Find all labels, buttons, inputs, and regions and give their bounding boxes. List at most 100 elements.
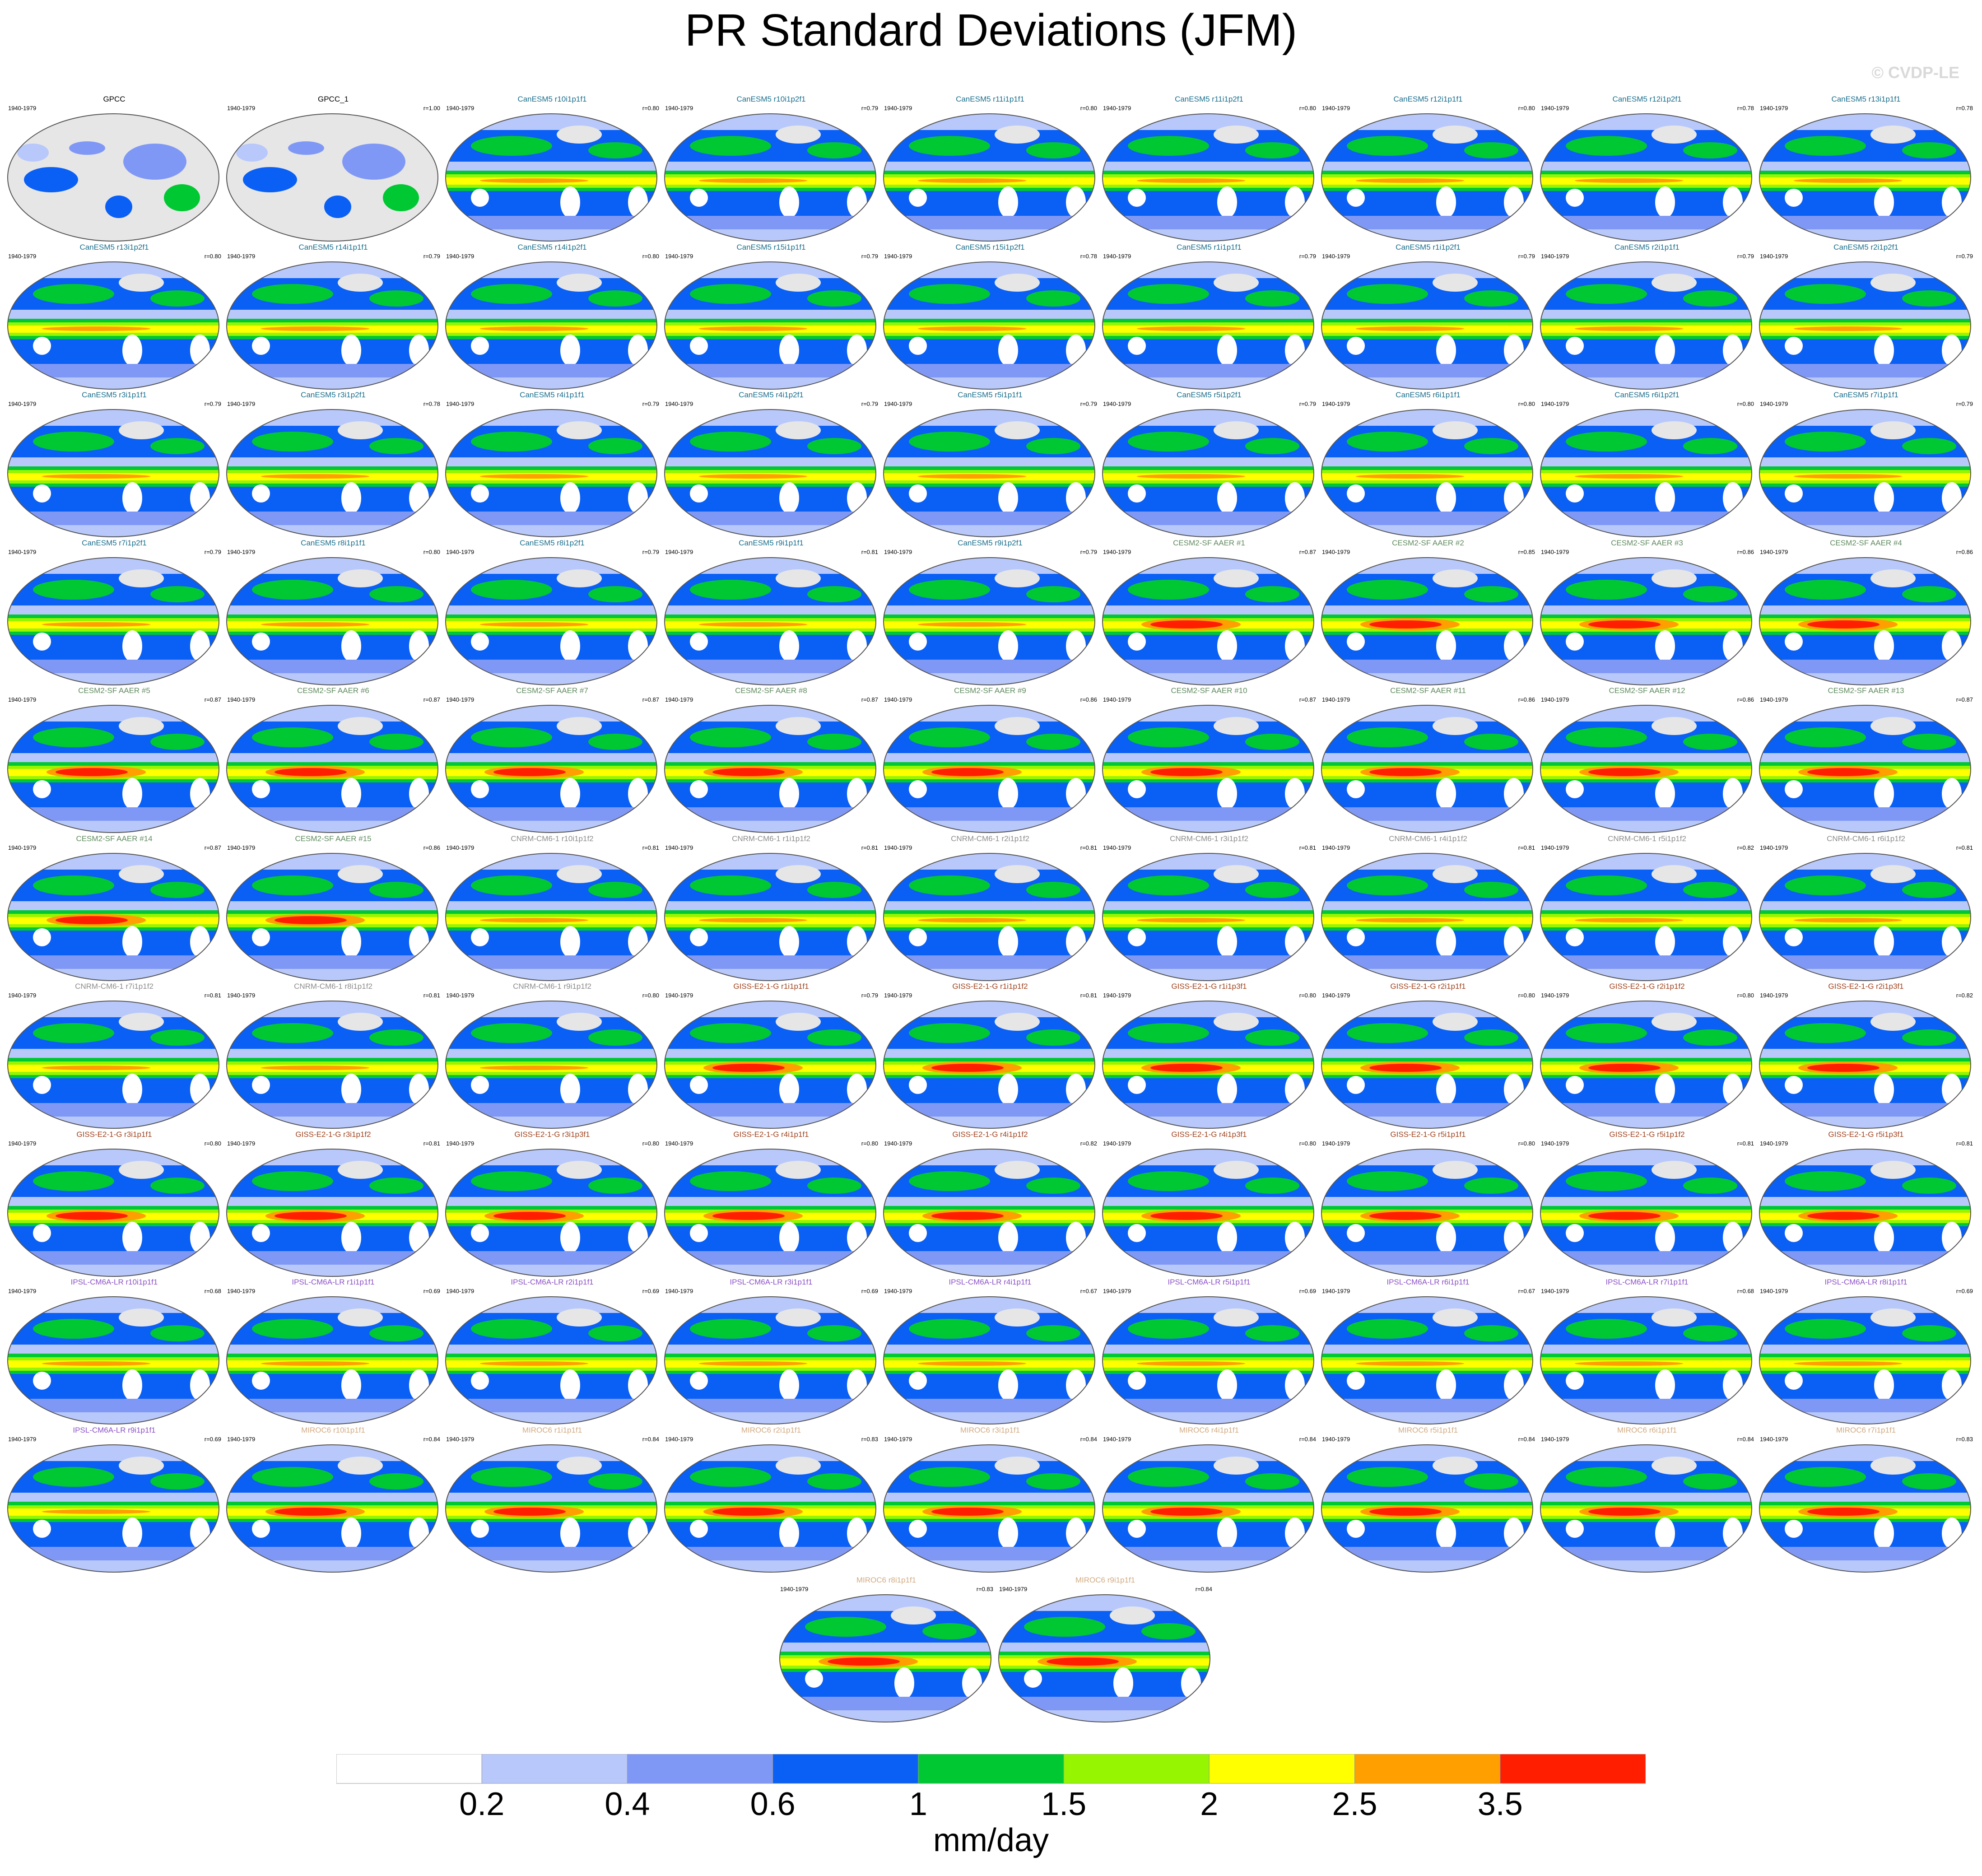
colorbar-tick-label: 2.5 <box>1332 1786 1377 1822</box>
panel-pattern-correlation: r=0.82 <box>1737 844 1754 851</box>
panel-title: IPSL-CM6A-LR r8i1p1f1 <box>1824 1278 1908 1286</box>
colorbar-swatch <box>1209 1754 1355 1784</box>
panel-pattern-correlation: r=0.84 <box>1080 1435 1097 1443</box>
panel-title: CanESM5 r3i1p2f1 <box>301 391 366 399</box>
panel-period: 1940-1979 <box>665 548 693 555</box>
map-panel: CESM2-SF AAER #13 1940-1979 r=0.87 <box>1756 686 1976 835</box>
map-panel: CanESM5 r14i1p2f1 1940-1979 r=0.80 <box>442 243 662 392</box>
panel-title: CESM2-SF AAER #7 <box>516 686 588 695</box>
panel-pattern-correlation: r=0.79 <box>1956 252 1973 260</box>
panel-pattern-correlation: r=0.80 <box>1518 1140 1535 1147</box>
panel-period: 1940-1979 <box>1103 548 1131 555</box>
map-panel: MIROC6 r3i1p1f1 1940-1979 r=0.84 <box>880 1426 1100 1575</box>
panel-title: GISS-E2-1-G r5i1p1f1 <box>1390 1130 1466 1139</box>
map-panel: MIROC6 r7i1p1f1 1940-1979 r=0.83 <box>1756 1426 1976 1575</box>
panel-pattern-correlation: r=0.78 <box>1080 252 1097 260</box>
panel-pattern-correlation: r=0.87 <box>204 844 221 851</box>
panel-title: CanESM5 r5i1p2f1 <box>1177 391 1242 399</box>
map-panel: CESM2-SF AAER #5 1940-1979 r=0.87 <box>5 686 224 835</box>
panel-pattern-correlation: r=0.79 <box>423 252 440 260</box>
panel-pattern-correlation: r=0.80 <box>204 1140 221 1147</box>
map-panel: GISS-E2-1-G r5i1p1f1 1940-1979 r=0.80 <box>1318 1130 1538 1279</box>
panel-pattern-correlation: r=0.86 <box>1737 548 1754 555</box>
panel-pattern-correlation: r=0.69 <box>204 1435 221 1443</box>
map-panel: CanESM5 r4i1p2f1 1940-1979 r=0.79 <box>661 391 881 540</box>
panel-map <box>7 852 219 981</box>
panel-period: 1940-1979 <box>1541 252 1569 260</box>
panel-title: CanESM5 r10i1p1f1 <box>517 95 587 103</box>
colorbar-tick-label: 0.2 <box>459 1786 505 1822</box>
panel-period: 1940-1979 <box>446 105 475 112</box>
panel-period: 1940-1979 <box>1760 252 1788 260</box>
panel-pattern-correlation: r=0.81 <box>1518 844 1535 851</box>
map-panel: CESM2-SF AAER #6 1940-1979 r=0.87 <box>223 686 443 835</box>
map-panel: CanESM5 r7i1p1f1 1940-1979 r=0.79 <box>1756 391 1976 540</box>
panel-pattern-correlation: r=0.69 <box>1956 1288 1973 1294</box>
panel-title: GISS-E2-1-G r2i1p1f2 <box>1609 982 1685 991</box>
panel-pattern-correlation: r=0.80 <box>204 252 221 260</box>
map-panel: GISS-E2-1-G r2i1p1f2 1940-1979 r=0.80 <box>1537 982 1757 1131</box>
panel-period: 1940-1979 <box>1760 696 1788 703</box>
panel-title: GISS-E2-1-G r5i1p1f2 <box>1609 1130 1685 1139</box>
panel-title: MIROC6 r10i1p1f1 <box>301 1425 365 1434</box>
panel-period: 1940-1979 <box>999 1586 1028 1592</box>
panel-title: MIROC6 r1i1p1f1 <box>522 1425 582 1434</box>
panel-title: CNRM-CM6-1 r4i1p1f2 <box>1389 834 1467 843</box>
panel-pattern-correlation: r=0.81 <box>423 1140 440 1147</box>
map-panel: CanESM5 r10i1p2f1 1940-1979 r=0.79 <box>661 95 881 244</box>
panel-map <box>7 1148 219 1277</box>
panel-pattern-correlation: r=0.81 <box>1737 1140 1754 1147</box>
panel-map <box>1759 113 1971 242</box>
panel-pattern-correlation: r=0.84 <box>642 1435 659 1443</box>
panel-period: 1940-1979 <box>665 1435 693 1443</box>
panel-map <box>7 557 219 685</box>
panel-period: 1940-1979 <box>1760 105 1788 112</box>
panel-period: 1940-1979 <box>1322 992 1350 999</box>
map-panel: IPSL-CM6A-LR r4i1p1f1 1940-1979 r=0.67 <box>880 1278 1100 1427</box>
panel-map <box>1540 705 1752 833</box>
panel-period: 1940-1979 <box>446 1435 475 1443</box>
panel-title: GPCC_1 <box>317 95 349 103</box>
panel-period: 1940-1979 <box>227 105 256 112</box>
panel-title: CESM2-SF AAER #15 <box>295 834 372 843</box>
panel-pattern-correlation: r=0.85 <box>1518 548 1535 555</box>
panel-title: CNRM-CM6-1 r8i1p1f2 <box>294 982 372 991</box>
panel-title: GPCC <box>103 95 126 103</box>
panel-map <box>1321 705 1533 833</box>
map-panel: MIROC6 r1i1p1f1 1940-1979 r=0.84 <box>442 1426 662 1575</box>
panel-title: CESM2-SF AAER #9 <box>954 686 1026 695</box>
map-panel: CESM2-SF AAER #9 1940-1979 r=0.86 <box>880 686 1100 835</box>
map-panel: CNRM-CM6-1 r6i1p1f2 1940-1979 r=0.81 <box>1756 834 1976 983</box>
panel-pattern-correlation: r=0.80 <box>1518 400 1535 407</box>
panel-map <box>664 1148 876 1277</box>
panel-period: 1940-1979 <box>446 1140 475 1147</box>
map-panel: IPSL-CM6A-LR r10i1p1f1 1940-1979 r=0.68 <box>5 1278 224 1427</box>
panel-title: MIROC6 r9i1p1f1 <box>1075 1576 1135 1584</box>
panel-map <box>1540 557 1752 685</box>
panel-map <box>664 409 876 537</box>
panel-map <box>1759 261 1971 390</box>
panel-period: 1940-1979 <box>1541 844 1569 851</box>
map-panel: IPSL-CM6A-LR r8i1p1f1 1940-1979 r=0.69 <box>1756 1278 1976 1427</box>
panel-pattern-correlation: r=0.80 <box>642 252 659 260</box>
panel-pattern-correlation: r=0.84 <box>423 1435 440 1443</box>
map-panel: IPSL-CM6A-LR r5i1p1f1 1940-1979 r=0.69 <box>1099 1278 1319 1427</box>
panel-map <box>1102 705 1314 833</box>
panel-pattern-correlation: r=0.80 <box>1299 992 1316 999</box>
panel-period: 1940-1979 <box>1103 1435 1131 1443</box>
panel-map <box>1540 1444 1752 1573</box>
map-panel: CNRM-CM6-1 r2i1p1f2 1940-1979 r=0.81 <box>880 834 1100 983</box>
panel-title: GISS-E2-1-G r1i1p1f1 <box>733 982 809 991</box>
panel-pattern-correlation: r=0.87 <box>1956 696 1973 703</box>
panel-title: CNRM-CM6-1 r5i1p1f2 <box>1608 834 1686 843</box>
panel-period: 1940-1979 <box>8 696 37 703</box>
panel-title: CESM2-SF AAER #1 <box>1173 538 1245 547</box>
panel-period: 1940-1979 <box>8 1140 37 1147</box>
panel-pattern-correlation: r=0.67 <box>1518 1288 1535 1294</box>
colorbar-tick-label: 3.5 <box>1477 1786 1523 1822</box>
panel-map <box>1759 557 1971 685</box>
map-panel: CanESM5 r1i1p1f1 1940-1979 r=0.79 <box>1099 243 1319 392</box>
panel-period: 1940-1979 <box>884 844 912 851</box>
panel-period: 1940-1979 <box>446 548 475 555</box>
panel-map <box>1540 1001 1752 1129</box>
